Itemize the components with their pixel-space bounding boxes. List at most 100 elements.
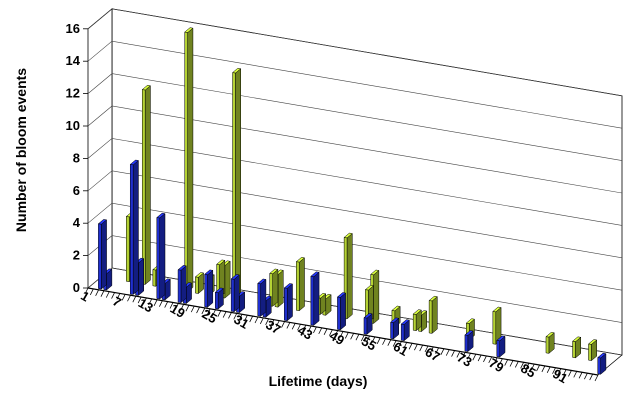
x-tick-mark bbox=[355, 334, 360, 341]
y-tick-label: 2 bbox=[73, 248, 80, 263]
bar-side-face bbox=[187, 27, 194, 293]
x-tick-mark bbox=[403, 342, 408, 349]
gridline-y-10 bbox=[87, 105, 623, 194]
x-tick-label: 31 bbox=[231, 312, 251, 332]
bar-side-face bbox=[132, 159, 139, 296]
bar-side-face bbox=[431, 296, 438, 334]
chart-floor bbox=[83, 28, 623, 382]
bar-front-face bbox=[464, 334, 469, 352]
y-tick-label: 4 bbox=[73, 215, 81, 230]
bar-side-face bbox=[373, 269, 380, 325]
x-tick-mark bbox=[180, 304, 184, 311]
x-tick-mark bbox=[536, 364, 540, 372]
bar bbox=[129, 159, 140, 296]
bar bbox=[428, 295, 438, 334]
x-tick-label: 85 bbox=[518, 360, 538, 380]
x-tick-mark bbox=[84, 287, 89, 295]
x-tick-mark bbox=[414, 344, 418, 351]
x-tick-label: 37 bbox=[263, 317, 283, 337]
bar bbox=[184, 27, 194, 293]
bar-front-face bbox=[129, 164, 134, 295]
x-tick-mark bbox=[387, 339, 392, 346]
bar bbox=[363, 313, 373, 335]
bar-front-face bbox=[204, 273, 208, 308]
bar bbox=[464, 330, 474, 353]
bar bbox=[97, 219, 108, 290]
x-tick-mark bbox=[419, 344, 424, 352]
x-tick-mark bbox=[313, 326, 317, 334]
x-tick-mark bbox=[408, 343, 413, 350]
y-tick-label: 16 bbox=[66, 21, 80, 36]
y-tick-labels: 0 2 4 6 8 10 12 14 16 bbox=[66, 21, 81, 295]
x-tick-mark bbox=[339, 331, 344, 338]
bar bbox=[216, 259, 226, 298]
x-tick-mark bbox=[95, 289, 99, 296]
x-tick-label: 79 bbox=[486, 355, 506, 375]
bars bbox=[97, 27, 607, 375]
x-tick-mark bbox=[164, 301, 169, 308]
x-tick-mark bbox=[244, 315, 248, 322]
x-tick-labels: 1 7 13 19 25 31 37 43 49 55 61 67 73 79 85 91 bbox=[78, 288, 570, 386]
bar-side-face bbox=[235, 68, 242, 301]
gridline-y-14 bbox=[87, 40, 623, 129]
x-tick-mark bbox=[424, 345, 429, 353]
x-tick-mark bbox=[451, 350, 455, 357]
bar-front-face bbox=[126, 216, 130, 283]
x-tick-mark bbox=[190, 305, 195, 313]
x-tick-mark bbox=[589, 373, 594, 381]
bar-side-face bbox=[207, 269, 214, 308]
y-tick-label: 6 bbox=[73, 183, 80, 198]
x-tick-mark bbox=[89, 288, 94, 296]
x-tick-label: 61 bbox=[391, 339, 411, 359]
bar-side-face bbox=[286, 283, 293, 322]
x-tick-mark bbox=[212, 309, 216, 316]
x-tick-mark bbox=[594, 374, 599, 382]
bar bbox=[295, 257, 306, 312]
x-tick-mark bbox=[259, 317, 264, 325]
bar-side-face bbox=[159, 213, 166, 300]
bar-front-face bbox=[257, 283, 261, 317]
bar-front-face bbox=[230, 278, 235, 313]
bar-front-face bbox=[152, 269, 157, 287]
bar-front-face bbox=[156, 217, 160, 300]
x-tick-mark bbox=[153, 299, 158, 306]
x-tick-mark bbox=[265, 318, 269, 325]
gridline-y-0 bbox=[87, 267, 623, 356]
x-tick-mark bbox=[206, 308, 211, 316]
y-tick-label: 8 bbox=[73, 150, 80, 165]
x-tick-mark bbox=[398, 341, 402, 348]
x-tick-mark bbox=[127, 295, 131, 302]
bar bbox=[214, 287, 225, 310]
gridline-y-16 bbox=[87, 8, 623, 97]
x-tick-mark bbox=[350, 333, 354, 340]
x-tick-mark bbox=[573, 371, 578, 378]
bar bbox=[141, 84, 152, 286]
bar-front-face bbox=[428, 300, 433, 334]
x-tick-mark bbox=[520, 362, 524, 369]
bar bbox=[269, 268, 279, 307]
x-tick-mark bbox=[297, 324, 301, 331]
gridlines bbox=[87, 8, 623, 356]
bar-front-face bbox=[296, 261, 300, 312]
bar bbox=[204, 269, 214, 308]
x-tick-label: 43 bbox=[295, 322, 315, 342]
bar bbox=[230, 274, 240, 313]
x-tick-label: 25 bbox=[199, 306, 219, 326]
x-tick-mark bbox=[307, 325, 312, 333]
x-tick-mark bbox=[228, 312, 232, 319]
x-tick-mark bbox=[137, 296, 142, 304]
x-tick-mark bbox=[435, 347, 439, 354]
x-tick-mark bbox=[318, 327, 323, 335]
gridline-y-12 bbox=[87, 73, 623, 161]
bar-front-face bbox=[572, 340, 576, 359]
x-tick-mark bbox=[382, 338, 386, 345]
bar bbox=[194, 272, 205, 295]
bar bbox=[336, 292, 347, 331]
x-tick-mark bbox=[392, 340, 397, 347]
bar-front-face bbox=[214, 292, 219, 310]
x-tick-mark bbox=[132, 295, 137, 303]
x-tick-mark bbox=[291, 323, 296, 330]
bar-front-face bbox=[545, 336, 550, 354]
bar-side-face bbox=[180, 265, 187, 304]
